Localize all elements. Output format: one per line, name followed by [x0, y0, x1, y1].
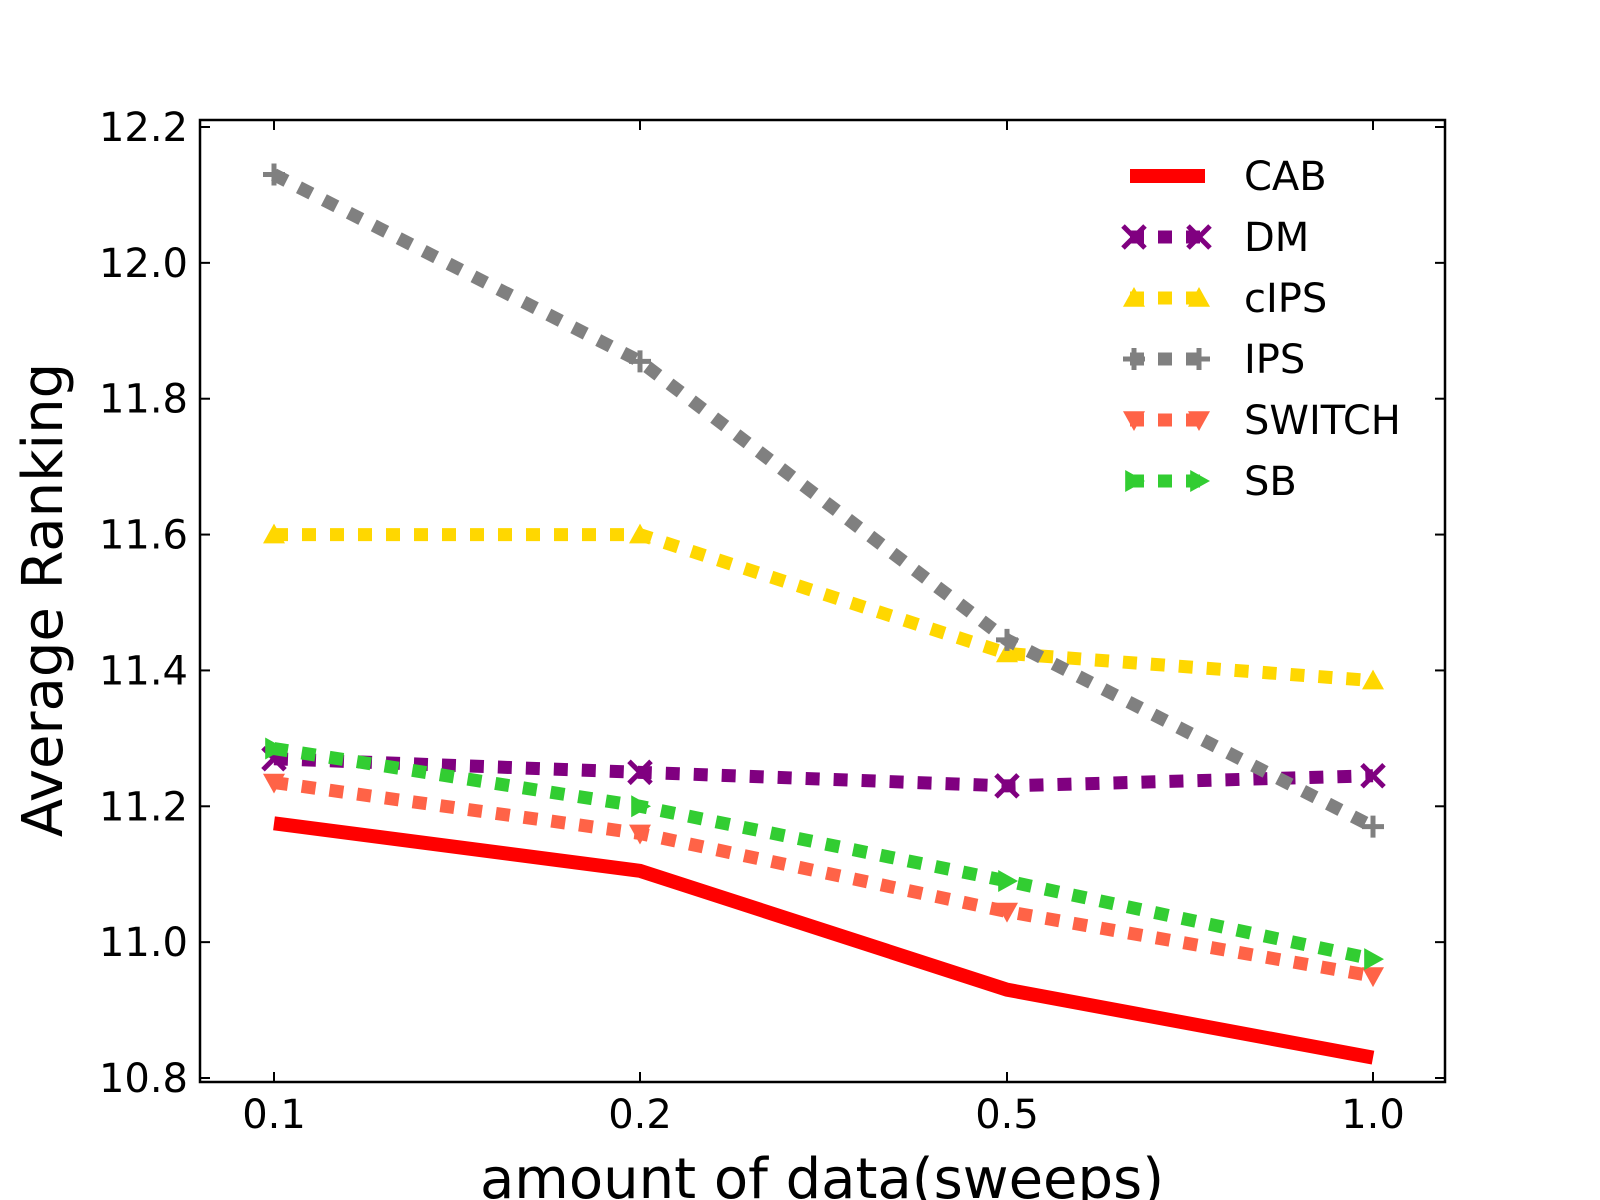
x-tick-label: 0.2	[608, 1092, 672, 1138]
series-point-ips	[263, 163, 285, 186]
legend-marker-switch	[1123, 411, 1145, 431]
series-point-cips	[263, 523, 285, 544]
series-point-switch	[263, 773, 285, 794]
y-tick-label: 11.2	[99, 784, 188, 830]
legend-label-sb: SB	[1244, 459, 1297, 505]
y-tick-label: 10.8	[99, 1056, 188, 1102]
series-point-sb	[265, 737, 285, 760]
series-line-cips	[274, 528, 1374, 688]
series-point-cips	[1362, 669, 1384, 690]
series-line-cab	[273, 816, 1375, 1065]
legend-marker-cips	[1188, 287, 1210, 307]
series-point-cips	[996, 642, 1018, 663]
series-point-dm	[1360, 762, 1386, 789]
y-axis: 10.8 11.0 11.2 11.4 11.6 11.8 12.0 12.2	[99, 105, 1445, 1102]
y-tick-label: 11.0	[99, 920, 188, 966]
y-axis-title: Average Ranking	[11, 363, 76, 837]
y-tick-label: 11.4	[99, 648, 188, 694]
series-point-ips	[996, 628, 1018, 651]
legend-label-ips: IPS	[1244, 337, 1305, 383]
series-point-dm	[627, 759, 653, 786]
y-tick-label: 12.2	[99, 105, 188, 151]
series-point-sb	[1364, 948, 1384, 971]
series-point-cips	[629, 523, 651, 544]
legend-marker-dm	[1186, 224, 1212, 250]
legend-marker-dm	[1121, 224, 1147, 250]
legend-marker-switch	[1188, 411, 1210, 431]
legend-marker-ips	[1123, 348, 1145, 370]
legend-marker-sb	[1125, 470, 1145, 492]
x-tick-label: 1.0	[1341, 1092, 1405, 1138]
legend-marker-sb	[1190, 470, 1210, 492]
y-tick-label: 12.0	[99, 241, 188, 287]
legend-label-switch: SWITCH	[1244, 398, 1401, 444]
series-point-ips	[1362, 815, 1384, 838]
legend-marker-ips	[1188, 348, 1210, 370]
series-point-sb	[631, 795, 651, 818]
x-tick-label: 0.5	[975, 1092, 1039, 1138]
series-point-ips	[629, 350, 651, 373]
legend-marker-cips	[1123, 287, 1145, 307]
legend: CAB DM cIPS IPS SWITCH SB	[1121, 154, 1401, 505]
series-point-switch	[996, 902, 1018, 923]
series-line-switch	[273, 776, 1375, 983]
series-layer	[261, 163, 1386, 1065]
legend-label-cips: cIPS	[1244, 276, 1327, 322]
series-point-switch	[629, 824, 651, 845]
series-point-dm	[994, 773, 1020, 799]
legend-label-cab: CAB	[1244, 154, 1327, 200]
series-point-sb	[998, 870, 1018, 893]
series-point-switch	[1362, 967, 1384, 988]
plot-frame	[198, 118, 1447, 1084]
series-line-sb	[272, 742, 1375, 966]
y-tick-label: 11.8	[99, 377, 188, 423]
series-line-dm	[273, 752, 1374, 793]
x-axis: 0.1 0.2 0.5 1.0	[242, 120, 1405, 1138]
series-line-ips	[271, 168, 1376, 833]
x-axis-title: amount of data(sweeps)	[480, 1147, 1164, 1200]
x-tick-label: 0.1	[242, 1092, 306, 1138]
legend-label-dm: DM	[1244, 215, 1309, 261]
y-tick-label: 11.6	[99, 513, 188, 559]
